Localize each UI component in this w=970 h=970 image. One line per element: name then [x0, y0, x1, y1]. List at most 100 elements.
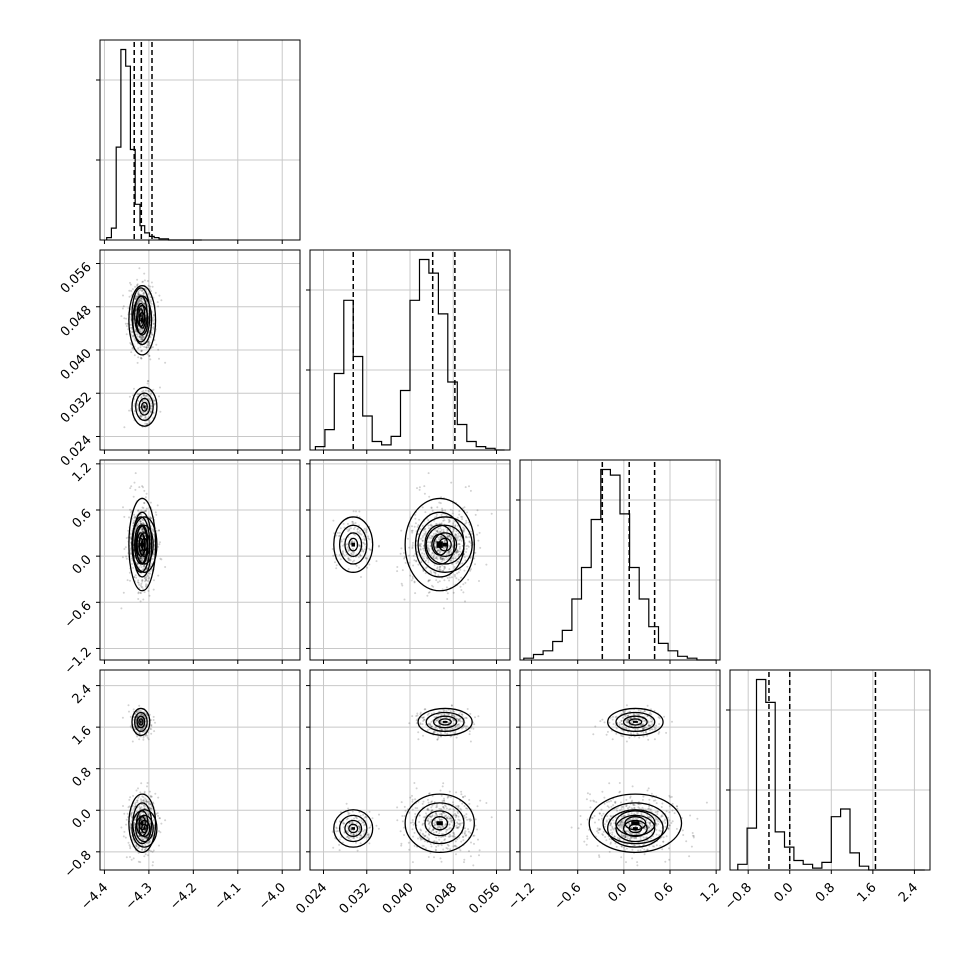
sample-point: [403, 805, 406, 808]
sample-point: [134, 574, 137, 577]
sample-point: [430, 523, 433, 526]
sample-point: [365, 816, 368, 819]
sample-point: [140, 509, 143, 512]
sample-point: [452, 835, 455, 838]
sample-point: [459, 720, 462, 723]
sample-point: [401, 820, 404, 823]
sample-point: [468, 798, 471, 801]
sample-point: [478, 531, 481, 534]
sample-point: [396, 819, 399, 822]
sample-point: [463, 506, 466, 509]
sample-point: [446, 529, 449, 532]
sample-point: [349, 542, 352, 545]
sample-point: [427, 579, 430, 582]
sample-point: [345, 836, 348, 839]
sample-point: [437, 844, 440, 847]
sample-point: [453, 566, 456, 568]
sample-point: [141, 527, 144, 530]
sample-point: [419, 838, 422, 841]
sample-point: [149, 410, 152, 413]
sample-point: [365, 531, 368, 534]
sample-point: [144, 734, 147, 737]
sample-point: [436, 719, 439, 722]
sample-point: [443, 800, 446, 802]
sample-point: [141, 557, 144, 560]
sample-point: [648, 725, 651, 728]
sample-point: [463, 858, 466, 861]
sample-point: [435, 539, 438, 542]
sample-point: [457, 826, 459, 829]
sample-point: [458, 825, 461, 828]
sample-point: [647, 821, 650, 824]
sample-point: [353, 540, 356, 543]
sample-point: [438, 565, 441, 568]
sample-point: [154, 291, 157, 294]
sample-point: [148, 421, 151, 424]
sample-point: [129, 715, 132, 718]
sample-point: [141, 530, 144, 533]
sample-point: [434, 571, 437, 574]
sample-point: [432, 585, 435, 588]
sample-point: [149, 795, 152, 798]
sample-point: [152, 316, 154, 319]
sample-point: [139, 288, 142, 291]
sample-point: [352, 553, 355, 556]
sample-point: [624, 726, 627, 729]
contour-level-1: [135, 524, 154, 565]
sample-point: [157, 796, 160, 799]
sample-point: [141, 399, 144, 402]
sample-point: [437, 581, 439, 584]
sample-point: [413, 831, 416, 834]
sample-point: [418, 488, 421, 491]
sample-point: [150, 302, 153, 305]
sample-point: [139, 520, 142, 523]
sample-point: [658, 829, 661, 832]
sample-point: [447, 535, 449, 538]
sample-point: [164, 566, 167, 568]
sample-point: [143, 799, 145, 802]
sample-point: [138, 835, 141, 838]
sample-point: [338, 531, 341, 534]
sample-point: [368, 842, 371, 845]
sample-point: [342, 822, 345, 825]
sample-point: [460, 840, 463, 843]
sample-point: [469, 832, 472, 834]
sample-point: [141, 518, 144, 521]
sample-point: [410, 529, 413, 532]
sample-point: [456, 812, 459, 815]
sample-point: [135, 718, 138, 721]
sample-point: [611, 718, 614, 721]
sample-point: [431, 804, 434, 807]
sample-point: [454, 524, 457, 527]
sample-point: [460, 589, 463, 591]
sample-point: [144, 416, 147, 419]
sample-point: [144, 394, 147, 397]
sample-point: [347, 811, 350, 814]
sample-point: [343, 822, 346, 825]
sample-point: [136, 295, 139, 298]
sample-point: [362, 830, 365, 833]
sample-point: [452, 831, 455, 834]
sample-point: [468, 536, 471, 539]
sample-point: [458, 819, 461, 822]
sample-point: [477, 539, 480, 542]
sample-point: [148, 790, 151, 793]
sample-point: [439, 714, 442, 717]
sample-point: [668, 805, 671, 808]
sample-point: [127, 704, 130, 707]
sample-point: [450, 704, 453, 707]
sample-point: [457, 815, 460, 818]
sample-point: [141, 528, 144, 531]
sample-point: [123, 830, 126, 833]
sample-point: [444, 538, 447, 541]
sample-point: [146, 353, 149, 356]
sample-point: [143, 291, 146, 294]
sample-point: [427, 472, 430, 475]
sample-point: [620, 719, 623, 722]
sample-point: [460, 713, 463, 716]
sample-point: [360, 576, 362, 578]
sample-point: [598, 856, 601, 858]
sample-point: [452, 714, 455, 717]
sample-point: [434, 730, 437, 733]
sample-point: [135, 789, 138, 792]
